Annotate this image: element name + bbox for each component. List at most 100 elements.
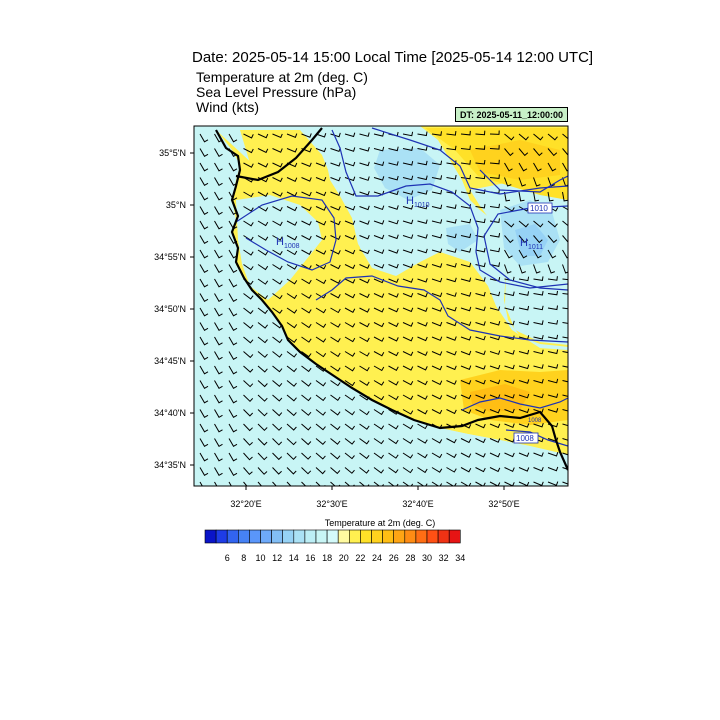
wind-barb [286,322,298,329]
wind-barb [315,481,326,486]
wind-barb [330,467,341,475]
wind-barb [344,307,356,313]
wind-barb [475,159,486,165]
wind-barb [504,148,514,157]
wind-barb [315,307,327,314]
lat-label: 35°N [166,200,186,210]
field-label-pressure: Sea Level Pressure (hPa) [196,84,357,100]
wind-barb [431,336,443,342]
high-value-central: 1010 [414,202,430,209]
wind-barb [431,452,443,459]
wind-barb [228,423,238,433]
wind-barb [344,365,356,372]
colorbar-swatch [304,529,317,544]
wind-barb [402,131,414,137]
colorbar-swatch [337,529,350,544]
wind-barb [272,177,283,183]
wind-barb [388,423,399,430]
wind-barb [359,161,370,167]
wind-barb [214,365,223,375]
colorbar-labels: 6 8 10 12 14 16 18 20 22 24 26 28 30 32 34 [225,553,466,563]
wind-barb [286,264,298,270]
wind-barb [243,467,253,476]
wind-barb [315,191,327,197]
wind-barb [228,365,238,375]
wind-barb [315,438,326,445]
wind-barb [446,306,457,312]
wind-barb [417,423,428,430]
wind-barb [388,336,399,342]
wind-barb [373,161,385,167]
wind-barb [562,438,568,441]
lon-label: 32°30'E [316,499,347,509]
wind-barb [402,234,414,239]
wind-barb [547,162,557,172]
wind-barb [504,133,515,141]
wind-barb [214,264,223,273]
wind-barb [417,409,428,415]
wind-barb [315,351,327,358]
wind-barb [243,409,254,417]
wind-barb [402,423,414,430]
wind-barb [214,351,223,360]
wind-barb [272,148,283,153]
wind-barb [315,264,327,270]
wind-barb [359,322,370,328]
wind-barb [446,131,457,136]
wind-barb [431,307,443,312]
wind-barb [417,234,428,239]
wind-barb [286,394,297,402]
wind-barb [228,336,238,346]
wind-barb [388,293,399,298]
wind-barb [446,175,457,180]
wind-barb [344,235,356,240]
wind-barb [475,481,486,486]
wind-barb [330,264,341,270]
wind-barb [243,394,254,403]
wind-barb [562,278,568,281]
wind-barb [475,394,486,400]
wind-barb [547,334,559,340]
wind-barb [533,364,544,369]
wind-barb [402,394,414,401]
init-time-badge: DT: 2025-05-11_12:00:00 [455,107,568,122]
wind-barb [257,336,268,344]
wind-barb [243,206,254,212]
wind-barb [243,423,253,432]
wind-barb [272,438,283,446]
wind-barb [388,249,399,254]
colorbar-label: 32 [439,553,449,563]
wind-barb [272,278,283,285]
wind-barb [330,452,341,460]
wind-barb [475,350,486,356]
wind-barb [286,409,297,417]
wind-barb [272,351,283,358]
wind-barb [373,481,384,486]
wind-barb [359,365,370,372]
wind-barb [417,307,428,312]
colorbar-label: 18 [322,553,332,563]
wind-barb [286,380,297,387]
wind-barb [562,249,568,259]
wind-barb [460,160,471,165]
wind-barb [402,263,414,269]
wind-barb [330,438,341,445]
wind-barb [373,249,385,254]
wind-barb [446,189,457,195]
colorbar-swatch [393,529,406,544]
wind-barb [562,220,568,227]
wind-barb [475,130,486,136]
wind-barb [533,191,540,202]
wind-barb [417,248,428,254]
wind-barb [228,133,238,143]
wind-barb [199,322,209,331]
wind-barb [344,423,356,431]
colorbar-swatch [448,529,461,544]
wind-barb [446,336,457,341]
wind-barb [315,322,327,328]
wind-barb [344,220,356,226]
wind-barb [373,452,385,460]
wind-barb [533,408,544,413]
wind-barb [228,162,238,172]
